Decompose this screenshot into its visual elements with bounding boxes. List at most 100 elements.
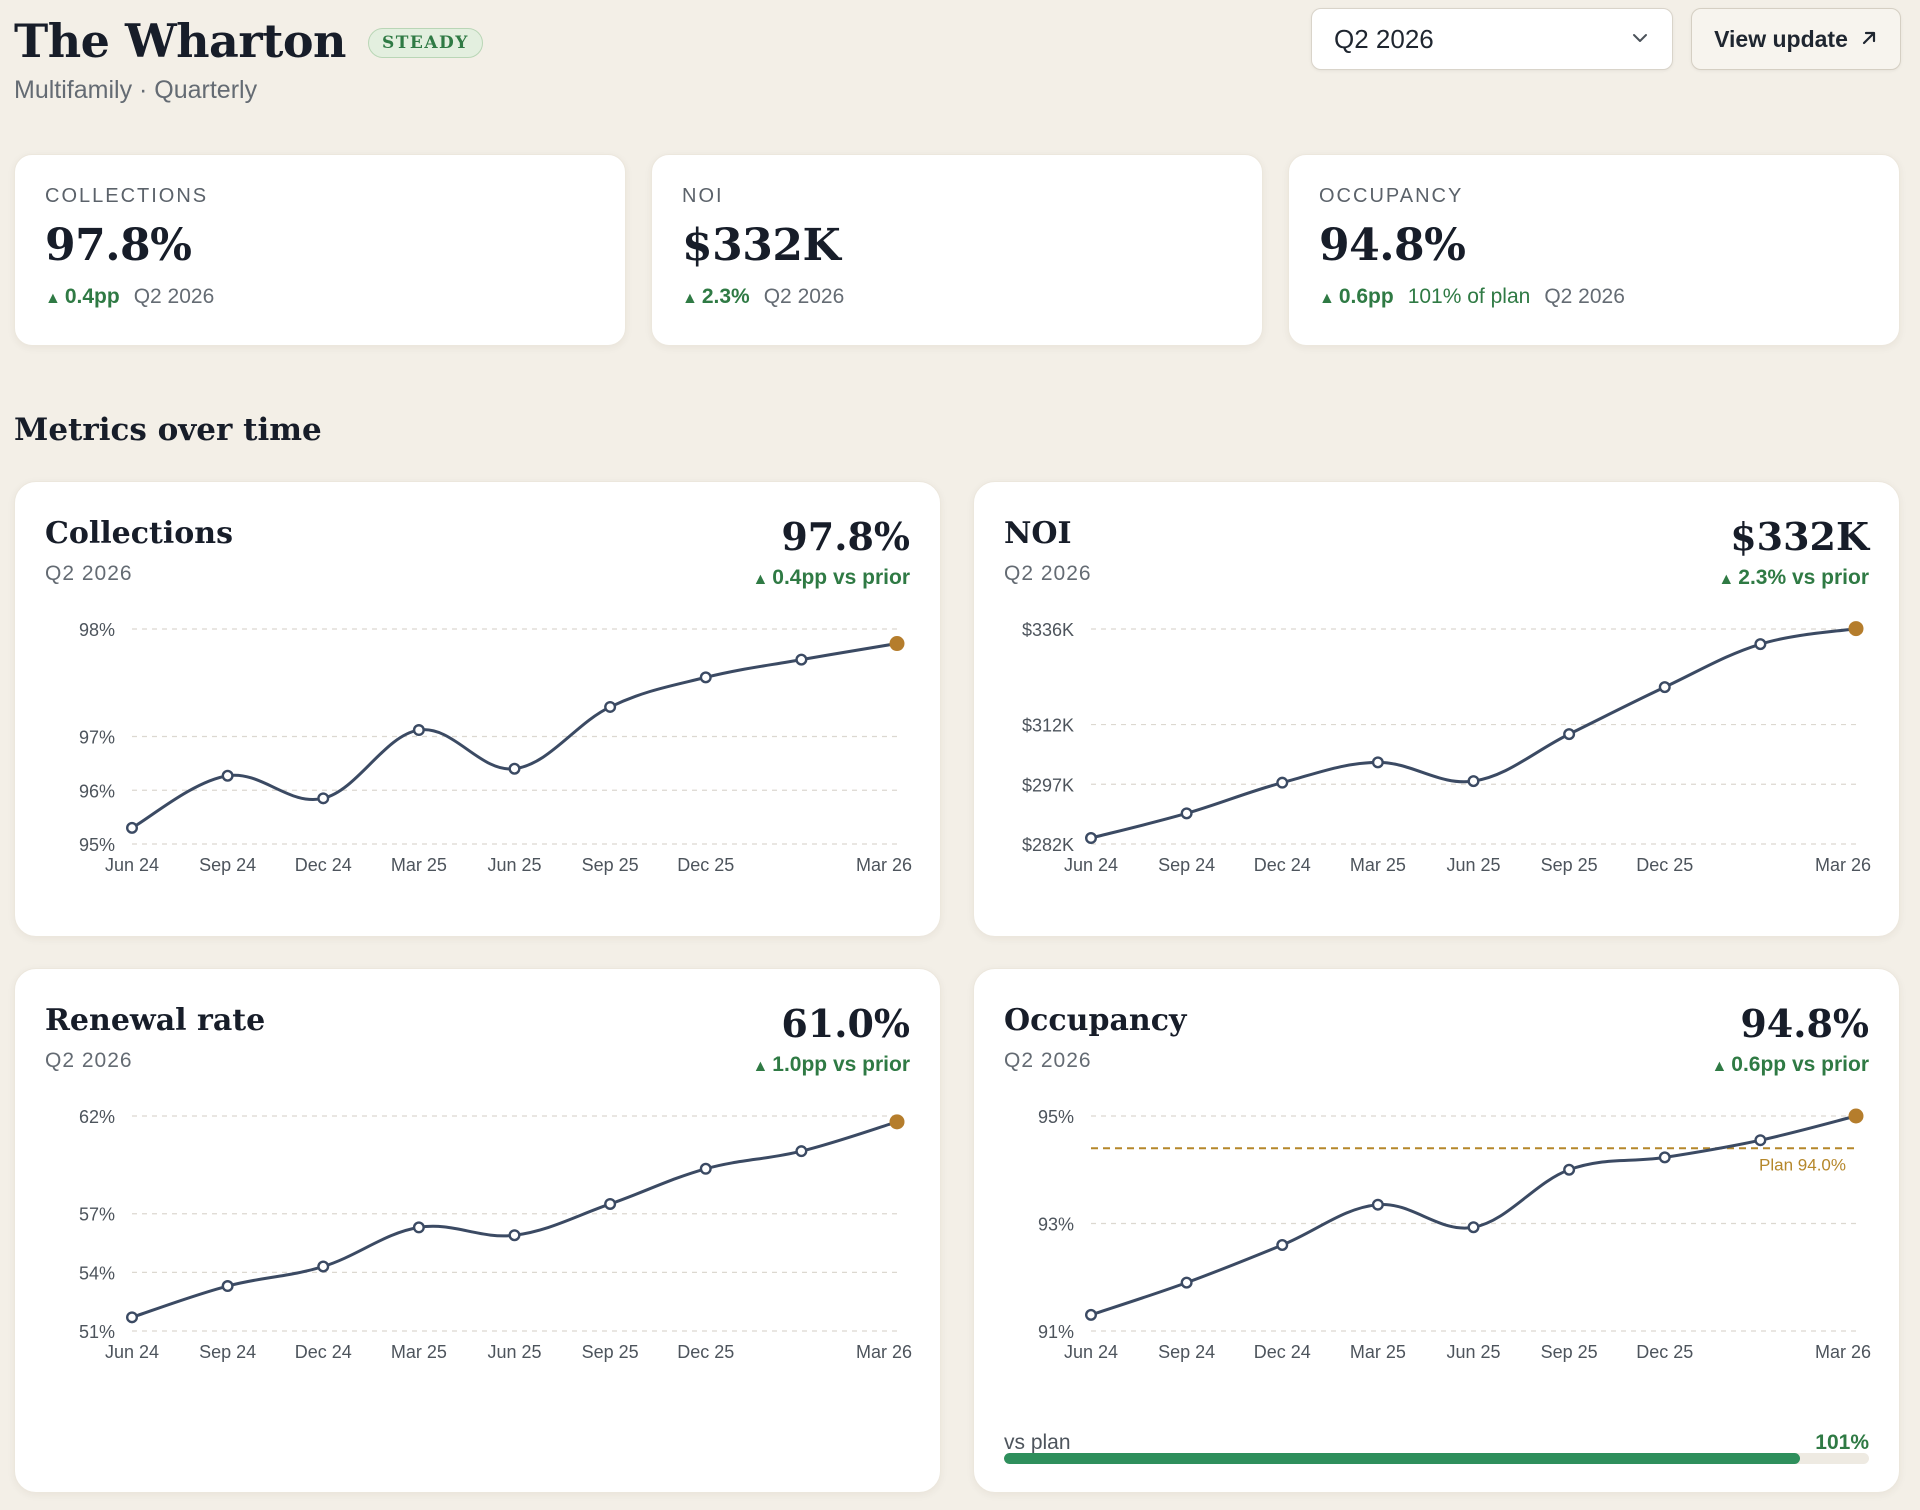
data-point <box>604 1197 617 1210</box>
x-tick-label: Mar 25 <box>1350 1342 1406 1362</box>
data-point <box>604 700 617 713</box>
x-tick-label: Dec 24 <box>295 855 352 875</box>
chart-occupancy: 91% 93% 95% Plan 94.0% Jun 24 Sep 24 Dec 24 Mar… <box>1038 1107 1871 1362</box>
vs-plan-label: vs plan <box>1004 1431 1071 1454</box>
data-point <box>221 1280 234 1293</box>
data-point <box>1276 776 1289 789</box>
kpi-plan-pct: 101% of plan <box>1407 285 1531 308</box>
triangle-up-icon: ▲ <box>45 290 61 307</box>
kpi-value: $332K <box>682 220 841 271</box>
chart-delta: ▲ 1.0pp vs prior <box>752 1053 910 1076</box>
chart-value: 97.8% <box>781 514 910 559</box>
y-tick-label: $336K <box>1022 620 1074 640</box>
triangle-up-icon: ▲ <box>1718 571 1735 588</box>
plan-label: Plan 94.0% <box>1759 1155 1846 1174</box>
chart-title: Renewal rate <box>45 1003 266 1038</box>
data-point <box>221 769 234 782</box>
triangle-up-icon: ▲ <box>752 1058 769 1075</box>
period-select[interactable]: Q2 2026 <box>1311 8 1673 70</box>
x-tick-label: Dec 24 <box>1254 1342 1311 1362</box>
chart-period: Q2 2026 <box>1004 562 1092 585</box>
kpi-meta: ▲ 0.6pp 101% of plan Q2 2026 <box>1319 285 1869 309</box>
vs-plan-progress-fill <box>1004 1453 1800 1464</box>
x-tick-label: Sep 24 <box>199 855 256 875</box>
chevron-down-icon <box>1630 24 1650 55</box>
chart-card-occupancy: 91% 93% 95% Plan 94.0% Jun 24 Sep 24 Dec 24 Mar… <box>973 968 1900 1493</box>
x-tick-label: Jun 24 <box>105 855 159 875</box>
x-tick-label: Sep 24 <box>1158 855 1215 875</box>
chart-delta: ▲ 0.6pp vs prior <box>1711 1053 1869 1076</box>
vs-plan-progress-track <box>1004 1453 1869 1464</box>
data-point <box>1180 1276 1193 1289</box>
chart-period: Q2 2026 <box>45 1049 133 1072</box>
chart-period: Q2 2026 <box>45 562 133 585</box>
x-tick-label: Sep 24 <box>1158 1342 1215 1362</box>
view-update-button[interactable]: View update <box>1691 8 1901 70</box>
kpi-value: 97.8% <box>45 220 192 271</box>
x-tick-label: Sep 25 <box>1541 855 1598 875</box>
x-tick-label: Mar 25 <box>391 1342 447 1362</box>
data-point <box>1084 1308 1097 1321</box>
vs-plan-value: 101% <box>1815 1431 1869 1454</box>
chart-value: 61.0% <box>781 1001 910 1046</box>
chart-period: Q2 2026 <box>1004 1049 1092 1072</box>
data-point <box>1658 1151 1671 1164</box>
chart-delta: ▲ 2.3% vs prior <box>1718 566 1869 589</box>
y-tick-label: 51% <box>79 1322 115 1342</box>
y-tick-label: $282K <box>1022 835 1074 855</box>
chart-value: 94.8% <box>1740 1001 1869 1046</box>
data-point <box>1371 756 1384 769</box>
y-tick-label: 93% <box>1038 1215 1074 1235</box>
series-line <box>1089 1114 1858 1317</box>
y-tick-label: $297K <box>1022 775 1074 795</box>
y-tick-label: 95% <box>1038 1107 1074 1127</box>
chart-renewal-rate: 51% 54% 57% 62% Jun 24 Sep 24 Dec 24 Mar 25 Jun … <box>79 1107 912 1362</box>
chart-title: Occupancy <box>1004 1003 1187 1038</box>
status-badge: STEADY <box>367 28 483 58</box>
data-point <box>1180 807 1193 820</box>
kpi-label: OCCUPANCY <box>1319 185 1464 207</box>
chart-title: NOI <box>1004 516 1072 551</box>
data-point <box>412 1221 425 1234</box>
series-line <box>1089 627 1858 840</box>
title-row: The Wharton STEADY <box>14 14 483 68</box>
data-point <box>317 1260 330 1273</box>
kpi-delta: ▲ 0.6pp <box>1319 285 1394 308</box>
chart-delta: ▲ 0.4pp vs prior <box>752 566 910 589</box>
y-tick-label: 54% <box>79 1263 115 1283</box>
data-point <box>1467 1221 1480 1234</box>
data-point <box>508 1229 521 1242</box>
y-tick-label: 95% <box>79 835 115 855</box>
triangle-up-icon: ▲ <box>1319 290 1335 307</box>
data-point <box>1084 832 1097 845</box>
kpi-label: NOI <box>682 185 724 207</box>
y-tick-label: 97% <box>79 728 115 748</box>
series-line <box>130 1120 899 1319</box>
section-title: Metrics over time <box>14 412 322 448</box>
kpi-delta: ▲ 2.3% <box>682 285 750 308</box>
chart-noi: $282K $297K $312K $336K Jun 24 Sep 24 Dec 24 Ma… <box>1022 620 1871 875</box>
series-line <box>130 642 899 830</box>
x-tick-label: Mar 26 <box>1815 855 1871 875</box>
x-tick-label: Mar 25 <box>1350 855 1406 875</box>
kpi-card-occupancy: OCCUPANCY 94.8% ▲ 0.6pp 101% of plan Q2 2… <box>1288 154 1900 346</box>
x-tick-label: Jun 25 <box>1446 1342 1500 1362</box>
x-tick-label: Sep 25 <box>582 855 639 875</box>
data-point <box>699 671 712 684</box>
triangle-up-icon: ▲ <box>1711 1058 1728 1075</box>
x-tick-label: Jun 25 <box>1446 855 1500 875</box>
x-tick-label: Jun 24 <box>1064 1342 1118 1362</box>
x-tick-label: Sep 24 <box>199 1342 256 1362</box>
kpi-value: 94.8% <box>1319 220 1466 271</box>
data-point <box>795 653 808 666</box>
page-subtitle: Multifamily · Quarterly <box>14 76 258 104</box>
x-tick-label: Mar 26 <box>856 855 912 875</box>
kpi-period: Q2 2026 <box>763 285 845 308</box>
chart-collections: 95% 96% 97% 98% Jun 24 Sep 24 Dec 24 Mar 25 Jun … <box>79 620 912 875</box>
data-point <box>317 792 330 805</box>
data-point <box>125 821 138 834</box>
data-point <box>508 762 521 775</box>
chart-title: Collections <box>45 516 233 551</box>
data-point <box>125 1311 138 1324</box>
data-point <box>1754 1134 1767 1147</box>
